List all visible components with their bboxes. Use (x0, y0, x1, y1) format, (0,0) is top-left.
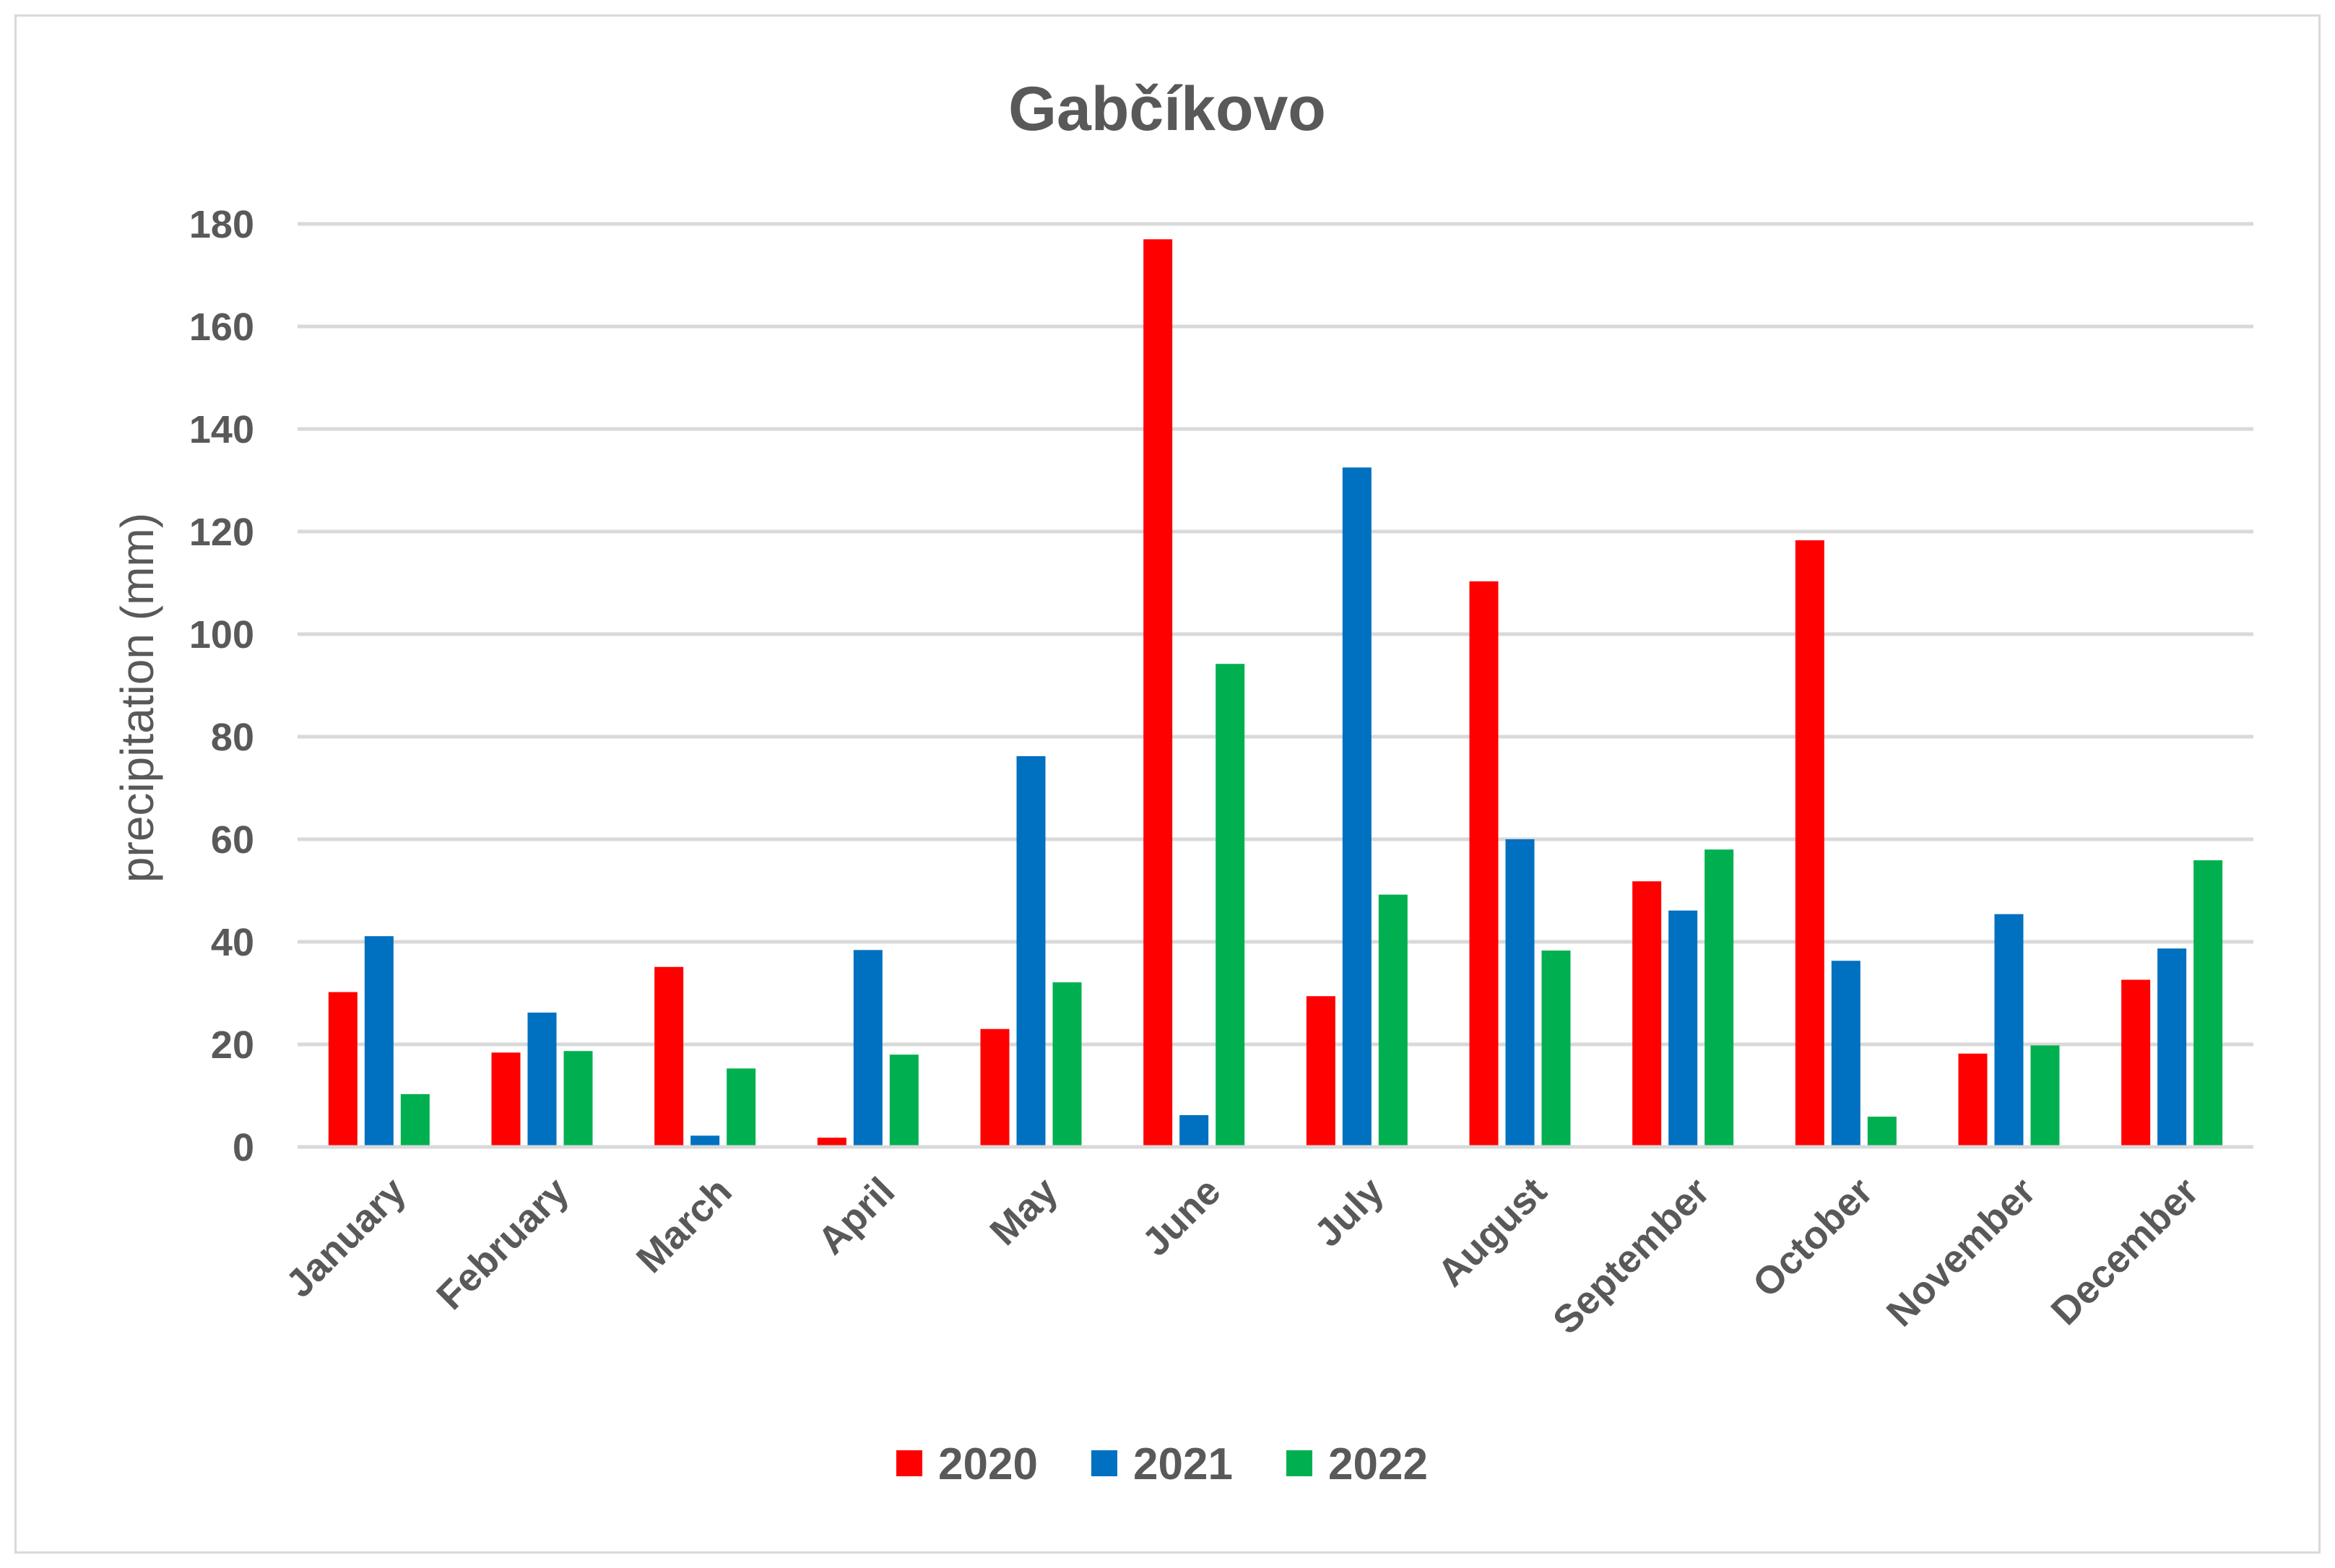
x-axis-ticks: January February March April May June July Augu… (277, 1169, 2206, 1343)
x-tick-label: February (428, 1169, 577, 1318)
x-tick-label: July (1306, 1169, 1392, 1255)
y-tick-label: 140 (189, 408, 254, 451)
x-tick-label: September (1545, 1169, 1718, 1343)
y-tick-label: 60 (211, 818, 254, 862)
x-tick-label: January (277, 1169, 414, 1306)
bar-2022-december (2193, 860, 2223, 1147)
y-tick-label: 20 (211, 1023, 254, 1067)
bar-2022-march (727, 1068, 756, 1147)
bar-2020-december (2121, 979, 2151, 1147)
x-tick-label: March (628, 1169, 740, 1281)
bar-2021-april (853, 950, 883, 1147)
legend-label: 2020 (938, 1439, 1038, 1489)
bar-2021-october (1831, 961, 1860, 1147)
y-axis-label: precipitation (mm) (111, 513, 163, 883)
bar-2022-july (1378, 894, 1408, 1147)
y-tick-label: 160 (189, 306, 254, 349)
y-tick-label: 100 (189, 613, 254, 657)
bar-2021-june (1179, 1114, 1209, 1147)
x-tick-label: June (1134, 1169, 1229, 1265)
y-tick-label: 40 (211, 921, 254, 964)
bar-2020-june (1143, 239, 1173, 1147)
bar-2021-july (1342, 467, 1372, 1147)
y-axis-ticks: 0 20 40 60 80 100 120 140 160 180 (189, 203, 254, 1169)
bar-2020-august (1469, 581, 1499, 1147)
x-tick-label: December (2043, 1169, 2207, 1333)
legend-label: 2022 (1328, 1439, 1428, 1489)
bar-2021-february (527, 1012, 557, 1147)
bar-2022-april (889, 1054, 919, 1147)
bar-2020-september (1632, 881, 1662, 1147)
bar-2021-march (690, 1135, 720, 1147)
x-tick-label: April (810, 1169, 903, 1262)
bar-2020-january (328, 992, 358, 1147)
bar-2020-july (1306, 996, 1335, 1147)
bar-2022-august (1541, 950, 1571, 1147)
legend-swatch-2022 (1286, 1450, 1312, 1476)
bar-2022-november (2030, 1045, 2060, 1147)
bar-2022-february (563, 1051, 593, 1147)
bar-2020-may (980, 1028, 1010, 1147)
legend: 2020 2021 2022 (896, 1439, 1428, 1489)
bar-2021-january (364, 936, 394, 1147)
y-tick-label: 180 (189, 203, 254, 246)
bar-2022-october (1867, 1117, 1897, 1147)
bar-2021-november (1994, 914, 2024, 1147)
legend-swatch-2021 (1091, 1450, 1117, 1476)
x-tick-label: November (1879, 1169, 2044, 1335)
bar-2021-september (1668, 910, 1698, 1147)
bar-2022-june (1216, 664, 1245, 1147)
bar-2022-september (1704, 849, 1734, 1147)
chart-title: Gabčíkovo (1008, 74, 1326, 144)
y-tick-label: 0 (233, 1126, 254, 1169)
y-tick-label: 120 (189, 511, 254, 554)
bar-2021-may (1016, 755, 1046, 1147)
bars (328, 239, 2223, 1147)
legend-swatch-2020 (896, 1450, 922, 1476)
bar-2022-may (1052, 982, 1082, 1147)
bar-2020-october (1795, 540, 1824, 1147)
x-tick-label: October (1744, 1169, 1881, 1306)
y-tick-label: 80 (211, 716, 254, 759)
bar-2021-august (1505, 839, 1535, 1147)
bar-2020-april (817, 1138, 846, 1147)
gridlines (298, 222, 2253, 1047)
x-tick-label: May (982, 1169, 1066, 1254)
bar-2021-december (2157, 948, 2187, 1147)
x-tick-label: August (1429, 1169, 1555, 1295)
legend-label: 2021 (1133, 1439, 1233, 1489)
bar-2020-march (654, 966, 684, 1147)
bar-2020-february (491, 1052, 521, 1147)
bar-2020-november (1958, 1053, 1988, 1147)
bar-2022-january (400, 1093, 430, 1147)
